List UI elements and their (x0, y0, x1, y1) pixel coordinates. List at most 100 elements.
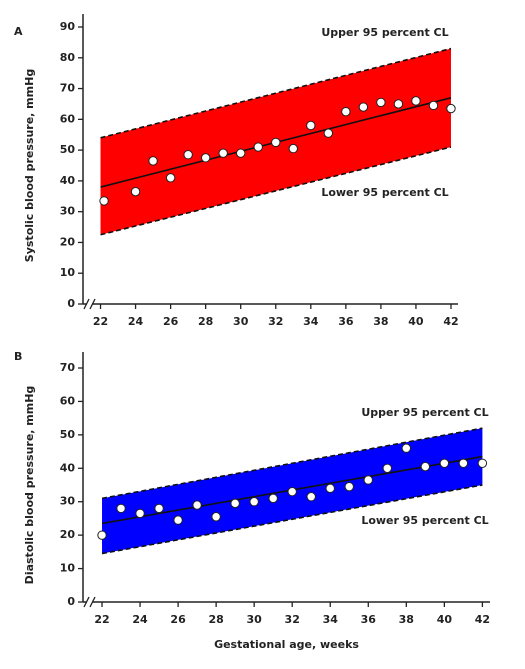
annotation: Lower 95 percent CL (321, 186, 448, 199)
data-point (268, 493, 278, 504)
y-tick-label: 20 (60, 528, 76, 541)
y-tick-label: 10 (60, 266, 76, 279)
data-point (192, 500, 202, 510)
y-tick-label: 50 (60, 428, 76, 441)
data-point (135, 508, 145, 519)
data-point (183, 150, 193, 160)
x-tick-label: 30 (247, 613, 263, 626)
x-tick-label: 38 (399, 613, 414, 626)
y-tick-label: 50 (60, 143, 76, 156)
y-tick-label: 0 (67, 595, 75, 608)
x-tick-label: 40 (437, 613, 453, 626)
y-tick-label: 60 (60, 394, 76, 407)
data-point (439, 458, 450, 468)
data-point (458, 458, 469, 468)
lower-limit-line (101, 484, 483, 555)
data-point (341, 106, 351, 117)
data-point (393, 99, 404, 109)
y-tick-label: 60 (60, 112, 76, 125)
axis-break (83, 596, 90, 608)
data-point (211, 512, 221, 522)
y-tick-label: 70 (60, 82, 76, 95)
data-point (411, 96, 421, 106)
data-point (376, 97, 386, 108)
data-point (148, 156, 158, 166)
annotation: Upper 95 percent CL (321, 26, 448, 39)
data-point (249, 497, 259, 507)
data-point (363, 475, 373, 485)
y-tick-label: 90 (60, 20, 76, 33)
axis-break-gap (87, 598, 92, 606)
lower-limit-line (100, 146, 452, 236)
x-tick-label: 38 (373, 315, 388, 328)
y-tick-label: 70 (60, 361, 76, 374)
x-tick-label: 24 (128, 315, 144, 328)
x-tick-label: 30 (233, 315, 249, 328)
x-tick-label: 22 (93, 315, 108, 328)
data-point (253, 142, 263, 152)
data-point (401, 443, 412, 453)
y-tick-label: 40 (60, 461, 76, 474)
x-tick-label: 42 (475, 613, 490, 626)
data-point (165, 173, 176, 183)
data-point (130, 186, 141, 197)
data-point (446, 103, 456, 114)
x-tick-label: 32 (268, 315, 283, 328)
x-tick-label: 26 (163, 315, 179, 328)
panel-label: B (14, 350, 22, 363)
data-point (477, 458, 488, 468)
upper-limit-line (101, 427, 483, 500)
data-point (271, 137, 281, 148)
axis-break (83, 298, 90, 310)
y-tick-label: 20 (60, 235, 76, 248)
data-point (306, 492, 316, 502)
x-tick-label: 40 (408, 315, 424, 328)
data-point (236, 148, 246, 158)
data-point (288, 143, 298, 154)
x-tick-label: 32 (285, 613, 300, 626)
annotation: Upper 95 percent CL (361, 406, 488, 419)
data-point (200, 153, 211, 163)
x-tick-label: 34 (323, 613, 339, 626)
x-tick-label: 36 (338, 315, 354, 328)
x-tick-label: 36 (361, 613, 377, 626)
y-tick-label: 0 (67, 297, 75, 310)
y-tick-label: 10 (60, 562, 76, 575)
data-point (230, 498, 240, 509)
data-point (428, 100, 439, 111)
data-point (99, 196, 109, 206)
axis-break (89, 298, 96, 310)
x-tick-label: 24 (132, 613, 148, 626)
y-tick-label: 80 (60, 51, 76, 64)
x-axis-label: Gestational age, weeks (214, 638, 359, 651)
data-point (344, 481, 354, 492)
x-tick-label: 42 (443, 315, 458, 328)
data-point (358, 102, 369, 112)
x-tick-label: 28 (208, 613, 223, 626)
y-axis-label: Diastolic blood pressure, mmHg (23, 386, 36, 585)
data-point (173, 515, 183, 525)
data-point (325, 483, 335, 494)
y-tick-label: 40 (60, 174, 76, 187)
annotation: Lower 95 percent CL (361, 514, 488, 527)
data-point (287, 486, 297, 497)
y-tick-label: 30 (60, 495, 76, 508)
axis-break (89, 596, 96, 608)
upper-limit-line (100, 47, 452, 139)
x-tick-label: 22 (94, 613, 109, 626)
data-point (323, 128, 334, 138)
data-point (306, 120, 316, 131)
x-tick-label: 28 (198, 315, 213, 328)
x-tick-label: 26 (170, 613, 186, 626)
data-point (382, 463, 392, 473)
panel-label: A (14, 25, 23, 38)
y-axis-label: Systolic blood pressure, mmHg (23, 69, 36, 262)
data-point (420, 461, 431, 472)
axis-break-gap (87, 300, 92, 308)
data-point (218, 148, 228, 158)
data-point (97, 530, 107, 540)
y-tick-label: 30 (60, 205, 76, 218)
x-tick-label: 34 (303, 315, 319, 328)
data-point (116, 503, 126, 514)
